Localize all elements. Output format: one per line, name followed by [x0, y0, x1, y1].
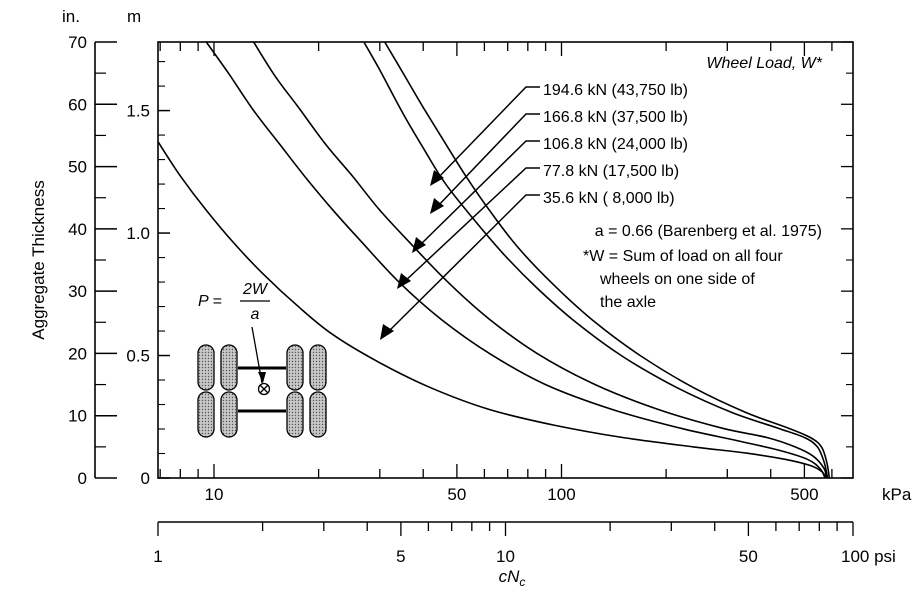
- formula-lhs: P =: [198, 293, 222, 310]
- arrowhead: [430, 170, 444, 186]
- y-tick-label-m: 0.5: [126, 347, 150, 366]
- y-axis-m: 0 0.5 1.0 1.5: [126, 41, 853, 488]
- arrowhead: [380, 324, 394, 340]
- arrowhead: [397, 273, 411, 289]
- x-tick-label-kpa: 50: [447, 485, 466, 504]
- x-axis-title: cNc: [499, 567, 526, 589]
- x-axis-kpa: 10 50 100 500: [159, 42, 833, 504]
- x-tick-label-psi: 50: [739, 547, 758, 566]
- legend-arrow: [435, 113, 540, 209]
- wheel: [197, 391, 215, 438]
- wheel: [286, 344, 304, 391]
- legend-arrow: [402, 167, 540, 284]
- legend-arrow: [385, 194, 540, 335]
- axle-diagram: [197, 326, 327, 438]
- arrowhead: [430, 198, 444, 214]
- y-unit-in: in.: [62, 7, 80, 26]
- legend-entry: 35.6 kN ( 8,000 lb): [543, 190, 675, 207]
- y-tick-label-in: 50: [68, 158, 87, 177]
- x-axis-title-main: cN: [499, 567, 521, 586]
- legend-entry: 194.6 kN (43,750 lb): [543, 82, 688, 99]
- y-tick-label-in: 40: [68, 220, 87, 239]
- wheel: [309, 344, 327, 391]
- y-tick-label-in: 70: [68, 33, 87, 52]
- formula-numerator: 2W: [242, 281, 269, 298]
- y-tick-label-in: 10: [68, 407, 87, 426]
- y-unit-m: m: [127, 7, 141, 26]
- wheel: [309, 391, 327, 438]
- y-axis-title: Aggregate Thickness: [29, 180, 48, 339]
- y-tick-label-m: 0: [141, 469, 150, 488]
- formula: P = 2W a: [198, 281, 270, 323]
- legend-note-w: the axle: [600, 294, 656, 311]
- series-line: [363, 42, 829, 478]
- legend-note-w: *W = Sum of load on all four: [583, 248, 783, 265]
- series-line: [252, 42, 828, 478]
- y-tick-label-in: 60: [68, 95, 87, 114]
- y-tick-label-in: 0: [78, 469, 87, 488]
- wheel: [220, 344, 238, 391]
- legend-entry: 166.8 kN (37,500 lb): [543, 109, 688, 126]
- x-unit-kpa: kPa: [882, 485, 912, 504]
- wheel: [220, 391, 238, 438]
- y-axis-in: 0 10 20 30 40 50 60 70: [68, 33, 117, 488]
- x-tick-label-psi: 100 psi: [841, 547, 896, 566]
- legend-arrows: [385, 86, 540, 335]
- x-tick-label-psi: 5: [396, 547, 405, 566]
- x-tick-label-kpa: 500: [790, 485, 818, 504]
- legend-entry: 77.8 kN (17,500 lb): [543, 163, 679, 180]
- series-line: [384, 42, 831, 478]
- formula-denominator: a: [251, 306, 260, 323]
- series-line: [158, 141, 827, 478]
- x-tick-label-kpa: 10: [205, 485, 224, 504]
- series-line: [205, 42, 826, 478]
- legend-note-a: a = 0.66 (Barenberg et al. 1975): [595, 223, 822, 240]
- x-tick-label-kpa: 100: [547, 485, 575, 504]
- arrowhead: [412, 237, 426, 253]
- formula-arrowhead: [258, 372, 266, 383]
- x-axis-title-sub: c: [519, 575, 525, 589]
- y-tick-label-in: 20: [68, 344, 87, 363]
- x-axis-psi: 1 5 10 50 100 psi: [153, 522, 896, 566]
- legend-arrowheads: [380, 170, 444, 340]
- wheel: [286, 391, 304, 438]
- y-tick-label-m: 1.0: [126, 224, 150, 243]
- legend-entry: 106.8 kN (24,000 lb): [543, 136, 688, 153]
- legend: Wheel Load, W* 194.6 kN (43,750 lb) 166.…: [543, 55, 823, 311]
- y-tick-label-in: 30: [68, 282, 87, 301]
- wheel: [197, 344, 215, 391]
- x-tick-label-psi: 10: [496, 547, 515, 566]
- y-tick-label-m: 1.5: [126, 102, 150, 121]
- legend-arrow: [417, 140, 540, 248]
- load-point-cross: [259, 384, 269, 394]
- legend-note-w: wheels on one side of: [599, 271, 755, 288]
- series-group: [158, 42, 831, 478]
- legend-arrow: [435, 86, 540, 181]
- x-tick-label-psi: 1: [153, 547, 162, 566]
- legend-title: Wheel Load, W*: [706, 55, 822, 72]
